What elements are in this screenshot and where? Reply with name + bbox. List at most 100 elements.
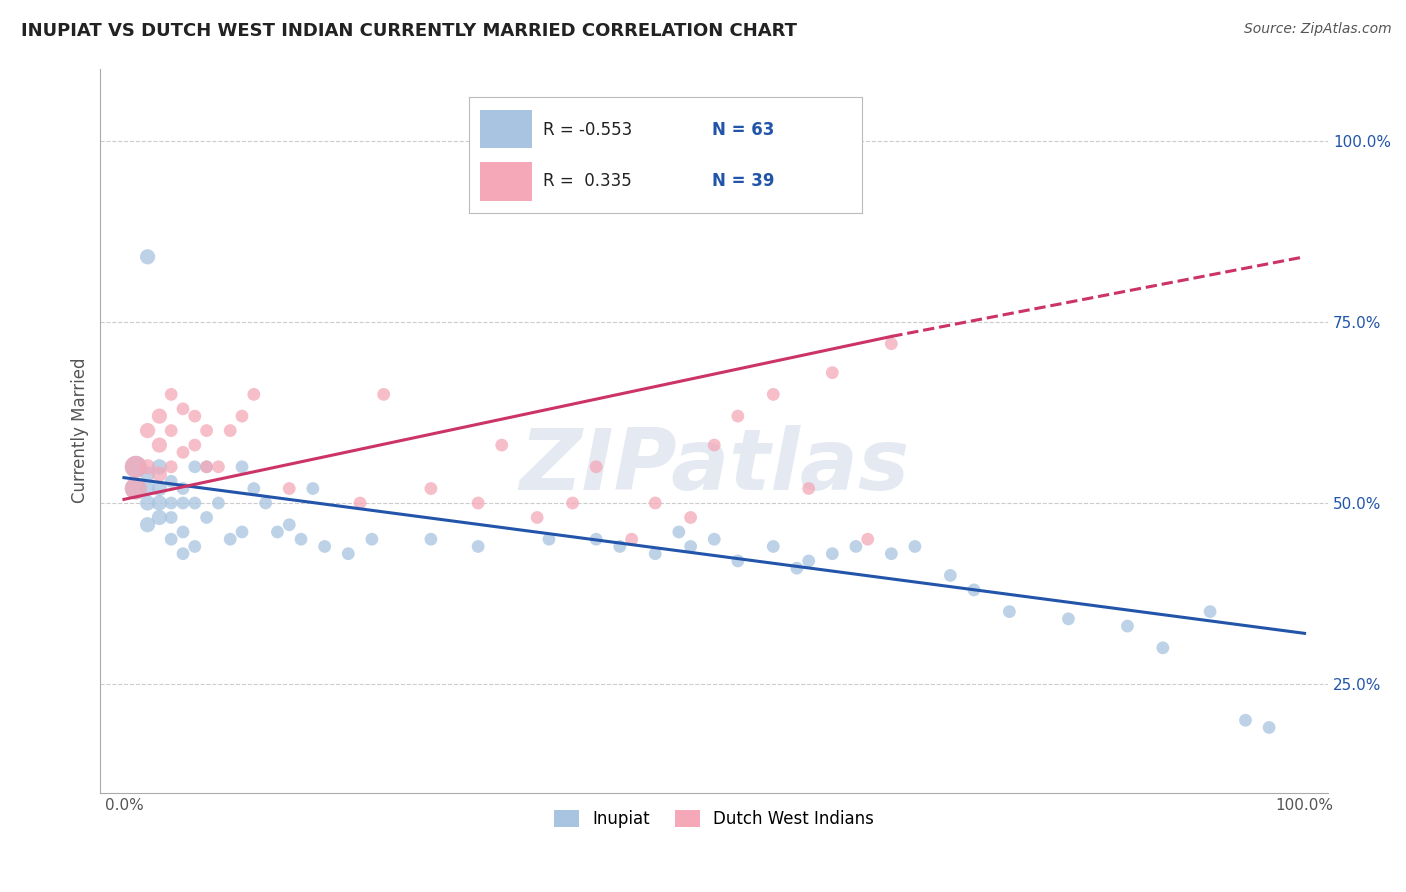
Point — [290, 532, 312, 546]
Point — [1234, 713, 1257, 727]
Point — [679, 510, 702, 524]
Point — [254, 496, 277, 510]
Point — [136, 459, 159, 474]
Point — [467, 540, 489, 554]
Text: ZIPatlas: ZIPatlas — [519, 425, 910, 508]
Point — [125, 482, 148, 496]
Point — [148, 467, 170, 481]
Point — [172, 547, 194, 561]
Point — [136, 424, 159, 438]
Point — [620, 532, 643, 546]
Point — [1258, 721, 1281, 735]
Point — [314, 540, 336, 554]
Point — [148, 510, 170, 524]
Point — [160, 475, 183, 489]
Point — [172, 401, 194, 416]
Point — [880, 547, 903, 561]
Point — [467, 496, 489, 510]
Point — [561, 496, 583, 510]
Point — [786, 561, 808, 575]
Point — [360, 532, 382, 546]
Point — [821, 366, 844, 380]
Point — [219, 532, 242, 546]
Point — [148, 438, 170, 452]
Point — [419, 532, 441, 546]
Point — [160, 496, 183, 510]
Point — [148, 409, 170, 423]
Point — [491, 438, 513, 452]
Point — [136, 496, 159, 510]
Point — [373, 387, 395, 401]
Point — [668, 524, 690, 539]
Point — [679, 540, 702, 554]
Point — [537, 532, 560, 546]
Point — [856, 532, 879, 546]
Point — [585, 532, 607, 546]
Point — [526, 510, 548, 524]
Point — [148, 459, 170, 474]
Point — [184, 496, 207, 510]
Point — [703, 532, 725, 546]
Point — [998, 605, 1021, 619]
Point — [136, 250, 159, 264]
Point — [278, 482, 301, 496]
Point — [184, 540, 207, 554]
Point — [1199, 605, 1222, 619]
Point — [845, 540, 868, 554]
Point — [136, 517, 159, 532]
Point — [243, 482, 266, 496]
Point — [727, 554, 749, 568]
Point — [1116, 619, 1139, 633]
Point — [231, 409, 253, 423]
Point — [1152, 640, 1174, 655]
Point — [172, 482, 194, 496]
Point — [160, 387, 183, 401]
Point — [125, 482, 148, 496]
Point — [349, 496, 371, 510]
Point — [207, 459, 229, 474]
Point — [184, 409, 207, 423]
Point — [195, 510, 218, 524]
Point — [904, 540, 927, 554]
Point — [266, 524, 288, 539]
Point — [148, 482, 170, 496]
Point — [797, 482, 820, 496]
Point — [762, 387, 785, 401]
Point — [184, 438, 207, 452]
Point — [219, 424, 242, 438]
Point — [160, 532, 183, 546]
Point — [148, 496, 170, 510]
Point — [585, 459, 607, 474]
Point — [172, 496, 194, 510]
Point — [609, 540, 631, 554]
Point — [207, 496, 229, 510]
Point — [797, 554, 820, 568]
Point — [1057, 612, 1080, 626]
Point — [278, 517, 301, 532]
Point — [160, 510, 183, 524]
Point — [172, 524, 194, 539]
Point — [160, 424, 183, 438]
Y-axis label: Currently Married: Currently Married — [72, 358, 89, 503]
Point — [125, 459, 148, 474]
Point — [762, 540, 785, 554]
Point — [231, 524, 253, 539]
Point — [939, 568, 962, 582]
Point — [136, 482, 159, 496]
Point — [243, 387, 266, 401]
Point — [136, 467, 159, 481]
Point — [419, 482, 441, 496]
Point — [963, 582, 986, 597]
Point — [195, 424, 218, 438]
Point — [703, 438, 725, 452]
Point — [880, 336, 903, 351]
Point — [125, 459, 148, 474]
Text: Source: ZipAtlas.com: Source: ZipAtlas.com — [1244, 22, 1392, 37]
Point — [644, 547, 666, 561]
Legend: Inupiat, Dutch West Indians: Inupiat, Dutch West Indians — [547, 804, 882, 835]
Point — [302, 482, 325, 496]
Point — [727, 409, 749, 423]
Point — [160, 459, 183, 474]
Point — [821, 547, 844, 561]
Point — [195, 459, 218, 474]
